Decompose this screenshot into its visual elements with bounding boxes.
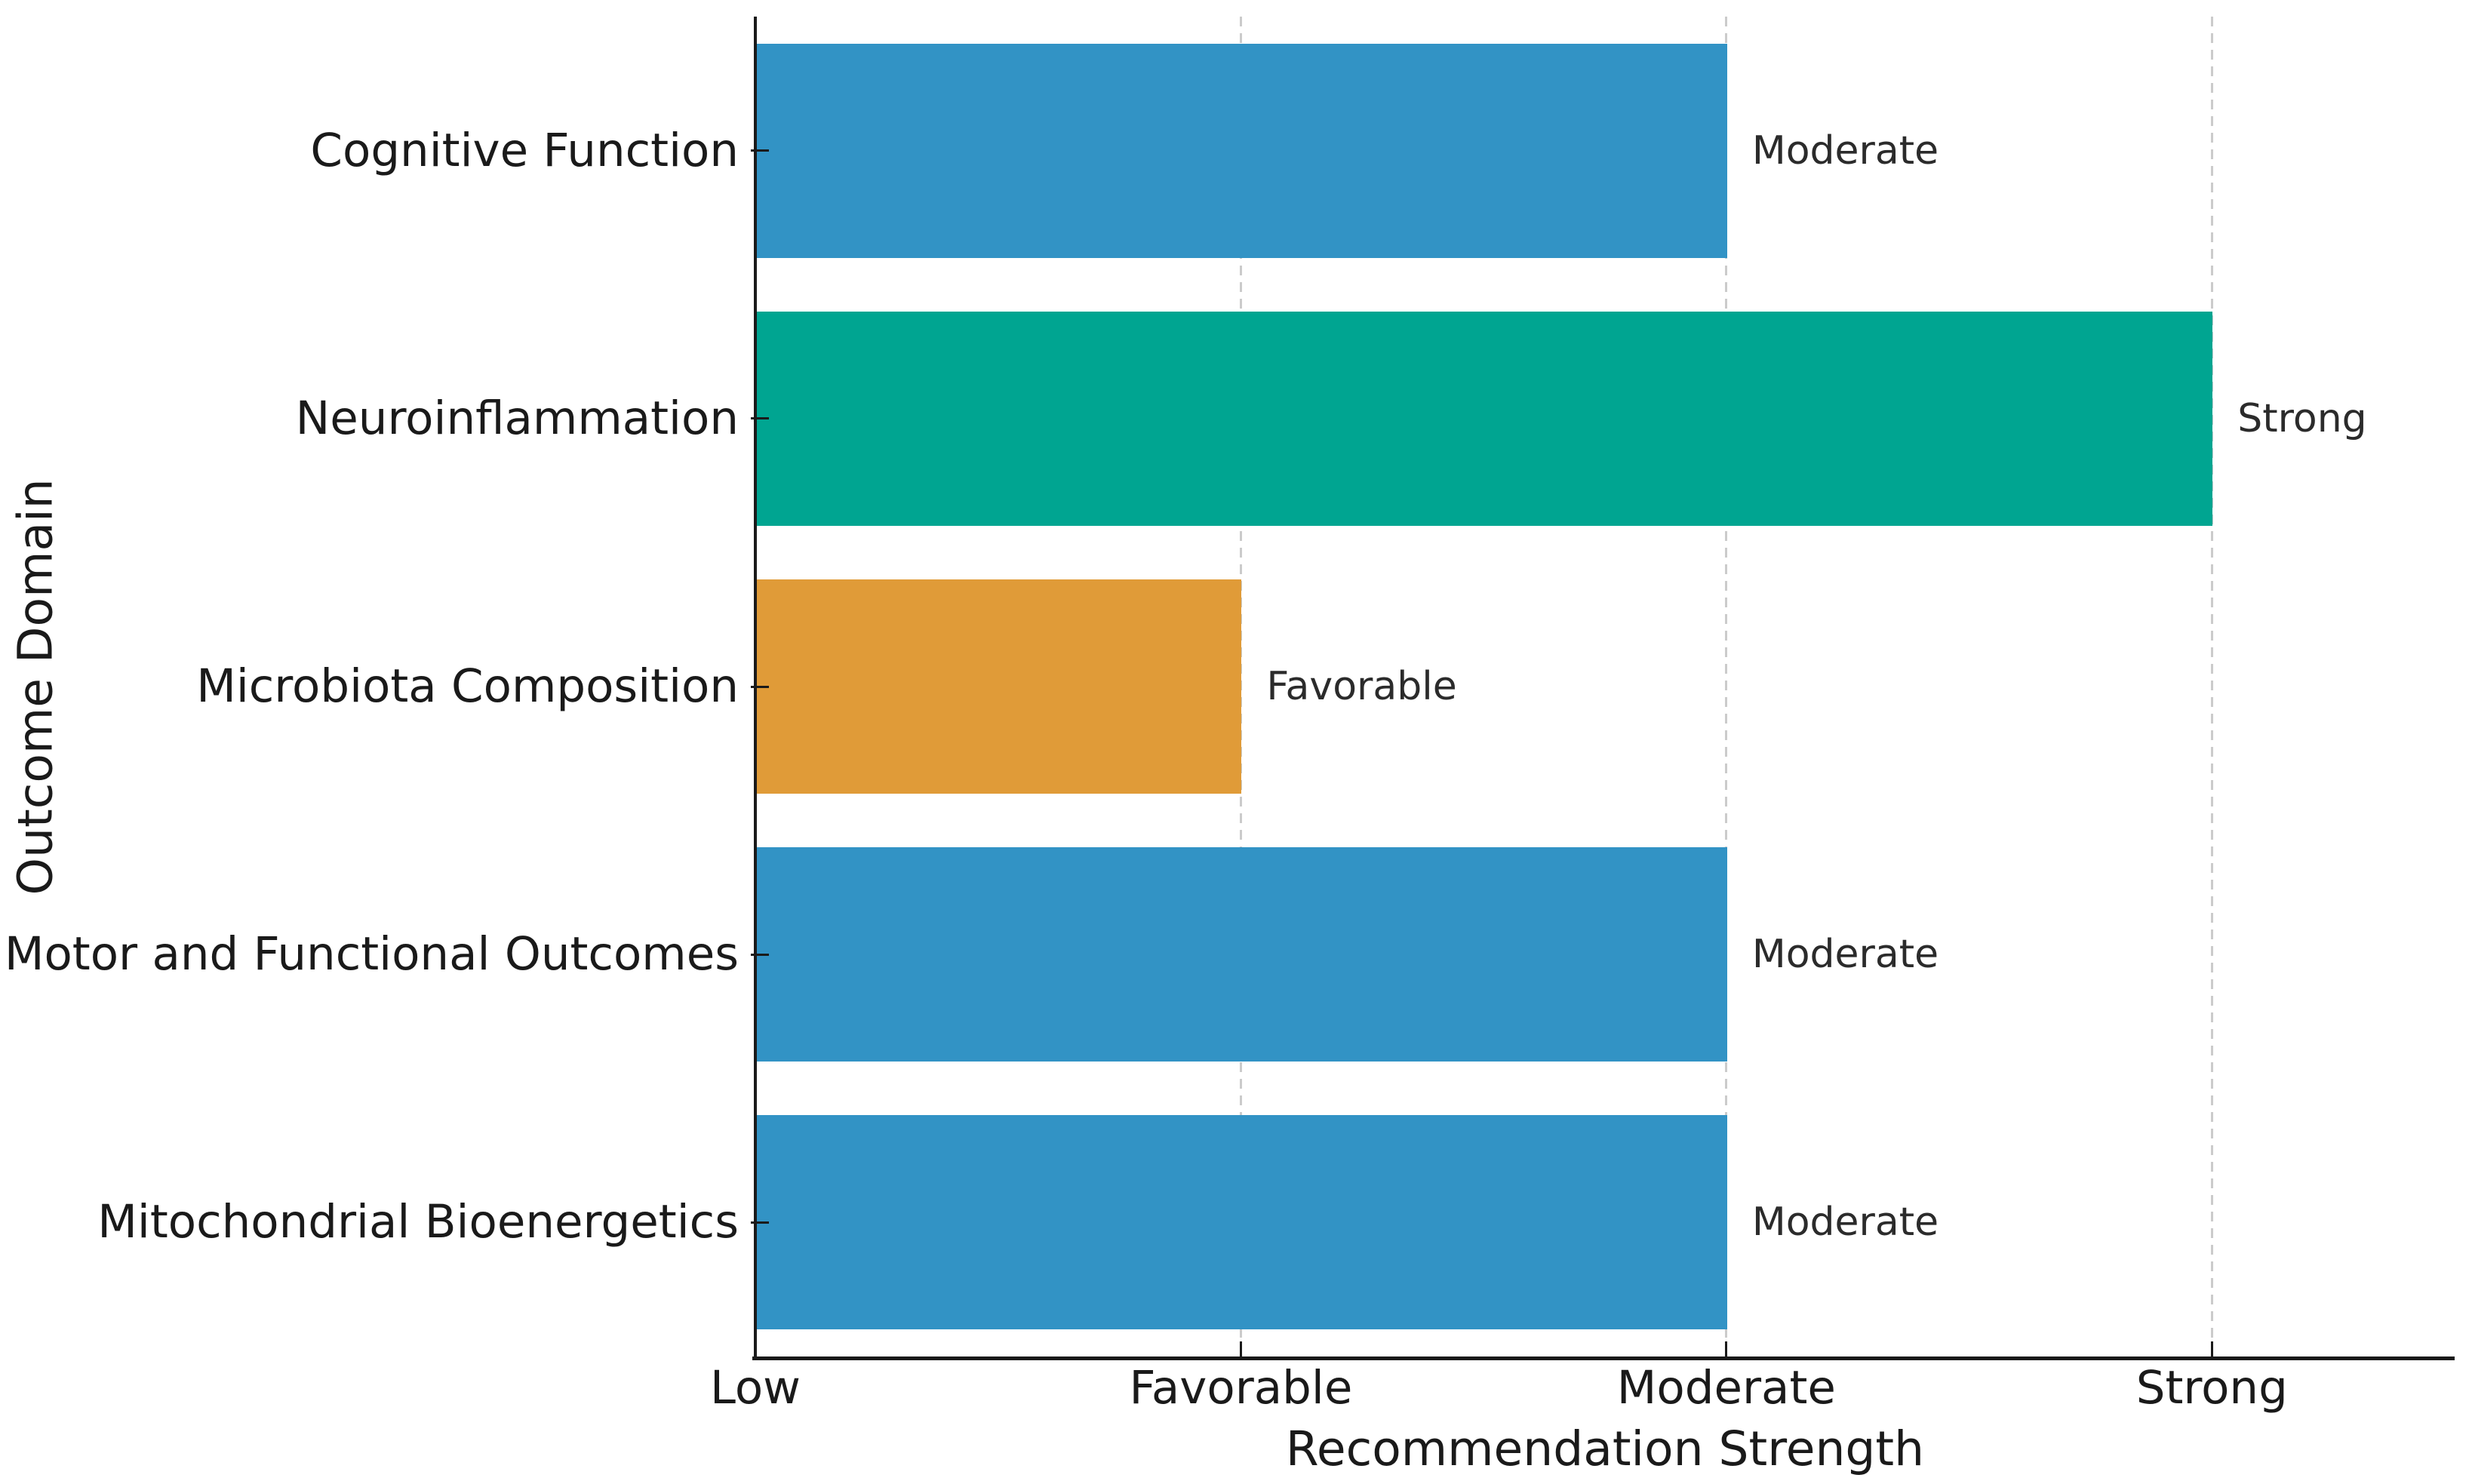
x-tick-label: Favorable xyxy=(1129,1361,1353,1415)
gridline xyxy=(2210,17,2213,1356)
y-tick-label: Motor and Functional Outcomes xyxy=(4,927,739,982)
bar xyxy=(755,579,1242,794)
x-tick-label: Moderate xyxy=(1616,1361,1836,1415)
bar-value-label: Strong xyxy=(2237,395,2367,441)
y-tick-mark xyxy=(751,685,769,688)
x-tick-mark xyxy=(1239,1341,1242,1359)
gridline xyxy=(1725,17,1728,1356)
bar-value-label: Moderate xyxy=(1751,1200,1939,1246)
bar xyxy=(755,311,2213,526)
x-tick-mark xyxy=(1725,1341,1728,1359)
x-tick-mark xyxy=(2210,1341,2213,1359)
bar xyxy=(755,1115,1727,1330)
bar-value-label: Moderate xyxy=(1751,128,1939,174)
bar xyxy=(755,43,1727,258)
x-axis-title: Recommendation Strength xyxy=(1285,1421,1925,1476)
y-axis-title: Outcome Domain xyxy=(8,478,63,896)
y-tick-mark xyxy=(751,149,769,152)
bar xyxy=(755,847,1727,1062)
bar-value-label: Favorable xyxy=(1266,664,1457,709)
y-tick-label: Microbiota Composition xyxy=(196,659,739,713)
x-tick-mark xyxy=(754,1341,757,1359)
x-axis-spine xyxy=(752,1356,2455,1360)
y-tick-mark xyxy=(751,1221,769,1224)
x-tick-label: Low xyxy=(709,1361,801,1415)
y-axis-title-wrap: Outcome Domain xyxy=(0,17,71,1356)
y-tick-label: Neuroinflammation xyxy=(295,391,739,445)
bar-value-label: Moderate xyxy=(1751,932,1939,978)
y-tick-label: Cognitive Function xyxy=(310,123,739,177)
y-tick-label: Mitochondrial Bioenergetics xyxy=(97,1195,739,1249)
y-tick-mark xyxy=(751,417,769,420)
x-tick-label: Strong xyxy=(2135,1361,2288,1415)
y-axis-spine xyxy=(754,17,757,1360)
y-tick-mark xyxy=(751,953,769,956)
